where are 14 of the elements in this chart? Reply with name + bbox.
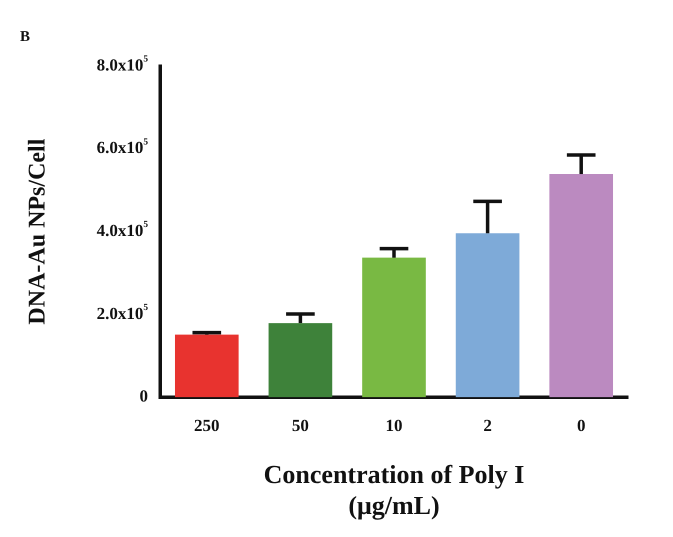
x-tick-label: 250 bbox=[194, 416, 220, 435]
x-tick-label: 10 bbox=[386, 416, 402, 435]
y-tick-label: 0 bbox=[140, 386, 148, 406]
bar bbox=[362, 258, 426, 398]
bar bbox=[456, 233, 520, 398]
x-axis-title: Concentration of Poly I (μg/mL) bbox=[264, 460, 524, 520]
x-tick-label: 0 bbox=[576, 416, 586, 435]
x-tick-label: 2 bbox=[483, 416, 492, 435]
x-tick-label: 50 bbox=[292, 416, 309, 435]
bar bbox=[268, 323, 332, 398]
bar bbox=[174, 334, 239, 398]
text: B bbox=[20, 28, 30, 45]
y-axis-title: DNA-Au NPs/Cell bbox=[24, 138, 51, 325]
bar bbox=[549, 174, 614, 398]
